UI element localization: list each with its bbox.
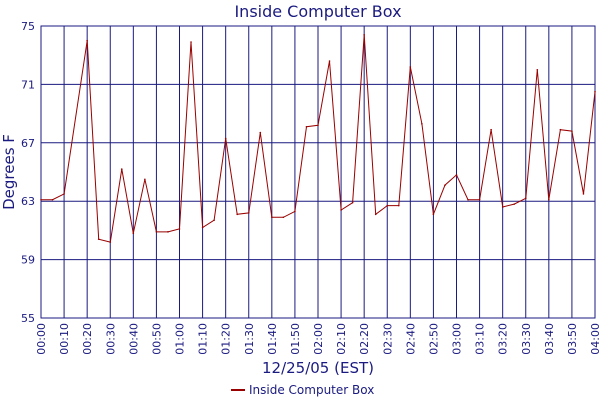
x-tick-label: 03:30 [520,323,533,355]
data-point [51,198,54,201]
series-layer [40,33,596,243]
x-axis-label: 12/25/05 (EST) [262,359,374,377]
x-tick-label: 01:50 [289,323,302,355]
chart-title: Inside Computer Box [234,2,401,21]
y-tick-label: 59 [21,254,35,267]
y-tick-label: 55 [21,312,35,325]
data-point [282,216,285,219]
x-tick-label: 00:30 [104,323,117,355]
data-point [478,198,481,201]
data-point [271,216,273,219]
x-tick-label: 01:40 [266,323,279,355]
legend-label: Inside Computer Box [249,383,374,397]
y-axis-label: Degrees F [0,134,18,210]
data-point [109,241,112,243]
y-axis-ticks: 55 59 63 67 71 75 [21,20,35,325]
x-tick-label: 01:00 [174,323,187,355]
data-point [444,184,446,186]
data-point [132,232,135,235]
data-point [536,69,539,71]
x-tick-label: 00:50 [150,323,163,355]
data-point [524,197,527,200]
data-point [571,130,573,132]
x-tick-label: 01:20 [220,323,233,355]
data-point [455,174,458,176]
x-tick-label: 02:10 [335,323,348,355]
y-tick-label: 63 [21,195,35,208]
data-point [421,123,423,125]
x-tick-label: 04:00 [589,323,600,355]
x-tick-label: 01:30 [243,323,256,355]
data-point [397,204,400,207]
data-point [178,228,181,230]
data-point [120,168,123,170]
data-point [63,193,65,195]
x-tick-label: 00:10 [58,323,71,355]
data-point [594,90,596,93]
data-point [247,212,250,214]
x-tick-label: 00:00 [35,323,48,355]
x-tick-label: 02:40 [404,323,417,355]
data-point [409,66,412,68]
data-point [340,209,342,211]
data-point [190,41,192,43]
data-point [490,128,492,131]
series-line [41,34,596,243]
x-tick-label: 03:00 [451,323,464,355]
data-point [374,213,377,216]
data-point [259,131,262,134]
x-tick-label: 00:20 [81,323,94,355]
grid [40,25,596,319]
data-point [201,226,204,229]
x-tick-label: 03:10 [474,323,487,355]
data-point [155,231,158,233]
y-tick-label: 75 [21,20,35,33]
plot-frame [40,25,596,319]
x-tick-label: 02:20 [358,323,371,355]
data-point [548,198,550,201]
x-tick-label: 03:40 [543,323,556,355]
data-point [432,213,435,216]
x-tick-label: 01:10 [197,323,210,355]
data-point [513,203,516,205]
data-point [582,193,585,195]
data-point [144,178,146,181]
data-point [328,60,331,62]
data-point [167,231,169,233]
y-tick-label: 67 [21,137,35,150]
data-point [305,125,308,128]
data-point [351,201,354,204]
x-tick-label: 03:20 [497,323,510,355]
data-point [236,213,239,216]
data-point [559,128,562,131]
x-tick-label: 02:50 [427,323,440,355]
data-point [86,39,88,42]
data-point [467,198,469,201]
data-point [317,124,319,127]
data-point [224,137,227,140]
data-point [386,204,389,207]
data-point [294,210,296,213]
x-tick-label: 02:30 [381,323,394,355]
y-tick-label: 71 [21,78,35,91]
x-tick-label: 00:40 [127,323,140,355]
x-axis-ticks: 00:00 00:10 00:20 00:30 00:40 00:50 01:00 01:10… [35,323,600,355]
data-point [213,219,215,221]
data-point [501,206,504,208]
data-point [97,238,100,240]
x-tick-label: 02:00 [312,323,325,355]
x-tick-label: 03:50 [566,323,579,355]
data-point [363,33,365,36]
data-point [40,198,42,201]
legend: Inside Computer Box [231,383,374,397]
